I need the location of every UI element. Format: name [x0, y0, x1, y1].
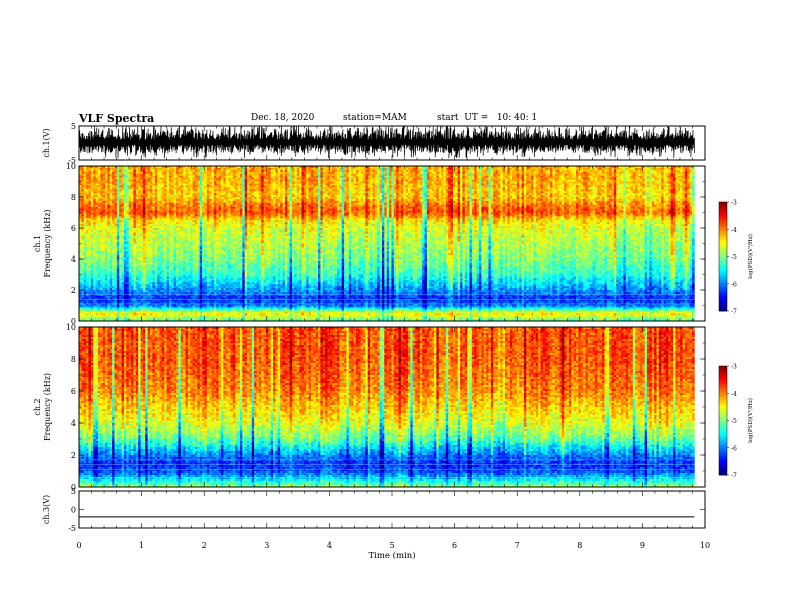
y-tick-label: 8	[71, 193, 76, 202]
spectrogram-ch2	[79, 327, 695, 487]
colorbar-label: log(PSD)(V²/Hz)	[747, 234, 754, 279]
colorbar-tick-label: -7	[731, 309, 737, 316]
y-tick-label: -5	[68, 524, 76, 533]
y-tick-label: 2	[71, 286, 76, 295]
x-axis-label: Time (min)	[368, 550, 415, 561]
y-tick-label: 6	[71, 387, 76, 396]
colorbar-tick-label: -3	[731, 200, 737, 207]
y-axis-label: ch.3(V)	[42, 495, 51, 524]
x-tick-label: 4	[327, 541, 332, 550]
x-tick-label: 3	[264, 541, 269, 550]
x-tick-label: 7	[515, 541, 520, 550]
y-axis-label: ch.2	[33, 398, 42, 415]
spectrogram-ch1	[79, 166, 695, 321]
y-tick-label: 10	[66, 323, 76, 332]
colorbar-tick-label: -4	[731, 391, 737, 398]
y-tick-label: 2	[71, 451, 76, 460]
y-tick-label: 5	[71, 122, 76, 131]
y-tick-label: 10	[66, 162, 76, 171]
panel-frame-4	[79, 491, 705, 528]
y-tick-label: 8	[71, 355, 76, 364]
x-tick-label: 9	[640, 541, 645, 550]
y-axis-label: ch.1(V)	[42, 128, 51, 157]
y-axis-label: ch.1	[33, 235, 42, 252]
x-tick-label: 6	[452, 541, 457, 550]
x-tick-label: 2	[202, 541, 207, 550]
y-axis-label: Frequency (kHz)	[43, 373, 52, 441]
colorbar-label: log(PSD)(V²/Hz)	[747, 398, 754, 443]
colorbar-tick-label: -6	[731, 281, 737, 288]
y-tick-label: 4	[71, 419, 76, 428]
y-axis-label: Frequency (kHz)	[43, 209, 52, 277]
y-tick-label: 4	[71, 255, 76, 264]
x-tick-label: 8	[577, 541, 582, 550]
x-tick-label: 10	[700, 541, 710, 550]
x-tick-label: 1	[139, 541, 144, 550]
colorbar-ch1: -3 -4 -5 -6 -7 log(PSD)(V²/Hz)	[719, 200, 754, 316]
colorbar-tick-label: -3	[731, 364, 737, 371]
colorbar-tick-label: -5	[731, 418, 737, 425]
y-tick-label: 5	[71, 487, 76, 496]
x-tick-label: 0	[76, 541, 81, 550]
x-tick-label: 5	[389, 541, 394, 550]
colorbar-ch2: -3 -4 -5 -6 -7 log(PSD)(V²/Hz)	[719, 364, 754, 480]
vlf-figure: 5-5ch.1(V)0246810ch.1 Frequency (kHz)0246…	[0, 0, 792, 612]
y-tick-label: 0	[71, 506, 76, 515]
colorbar-tick-label: -7	[731, 473, 737, 480]
colorbar-tick-label: -6	[731, 445, 737, 452]
ch1-waveform-trace	[79, 126, 694, 158]
colorbar-tick-label: -5	[731, 254, 737, 261]
y-tick-label: 6	[71, 224, 76, 233]
colorbar-tick-label: -4	[731, 227, 737, 234]
